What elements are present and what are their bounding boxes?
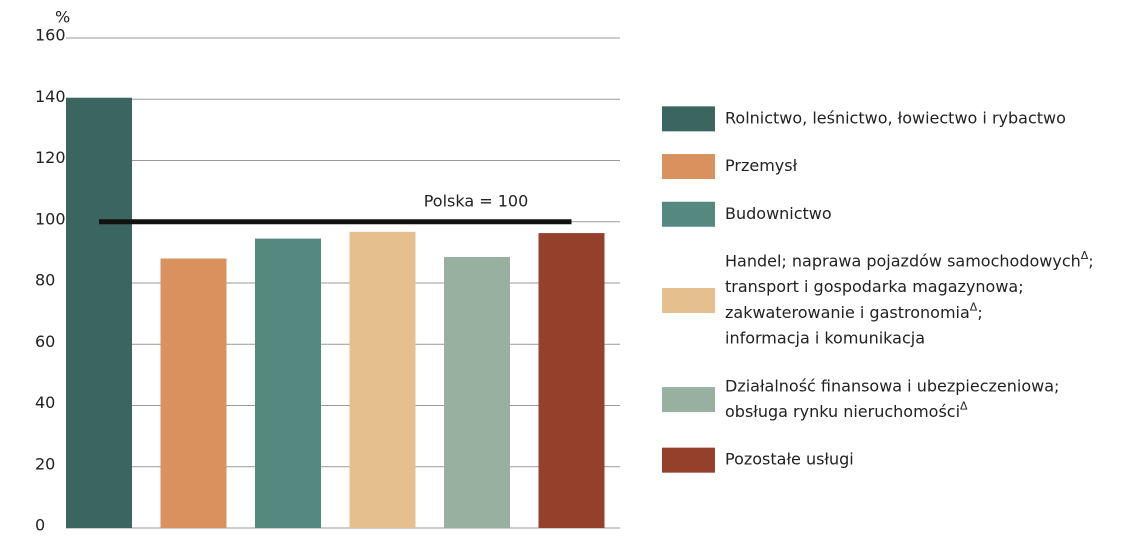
legend-swatch [662, 387, 715, 413]
y-tick-label: 120 [35, 148, 66, 167]
legend-swatch [662, 154, 715, 180]
legend-label: transport i gospodarka magazynowa; [725, 277, 1024, 296]
legend-label: Handel; naprawa pojazdów samochodowychΔ; [725, 248, 1094, 270]
bar [538, 233, 605, 529]
legend-swatch [662, 447, 715, 473]
legend-label: Przemysł [725, 156, 798, 175]
legend-label: Działalność finansowa i ubezpieczeniowa; [725, 376, 1059, 395]
y-tick-label: 140 [35, 87, 66, 106]
y-tick-label: 100 [35, 209, 66, 228]
y-unit: % [55, 8, 70, 27]
y-tick-label: 160 [35, 26, 66, 45]
legend-label: zakwaterowanie i gastronomiaΔ; [725, 300, 983, 322]
y-tick-label: 20 [35, 454, 55, 473]
y-tick-label: 60 [35, 332, 55, 351]
legend-swatch [662, 201, 715, 227]
bar [444, 256, 510, 528]
legend-label: Rolnictwo, leśnictwo, łowiectwo i rybact… [725, 108, 1066, 127]
legend-label: Pozostałe usługi [725, 450, 854, 469]
legend-swatch [662, 288, 715, 313]
y-tick-label: 0 [35, 516, 45, 534]
bar [349, 231, 416, 528]
legend-label: obsługa rynku nieruchomościΔ [725, 399, 968, 421]
reference-label: Polska = 100 [424, 191, 529, 210]
bar [66, 97, 132, 528]
legend-swatch [662, 106, 715, 132]
y-tick-label: 40 [35, 393, 55, 412]
bar [160, 258, 227, 528]
legend-label: informacja i komunikacja [725, 329, 925, 348]
bar [255, 238, 321, 528]
y-tick-label: 80 [35, 271, 55, 290]
legend-label: Budownictwo [725, 204, 832, 223]
